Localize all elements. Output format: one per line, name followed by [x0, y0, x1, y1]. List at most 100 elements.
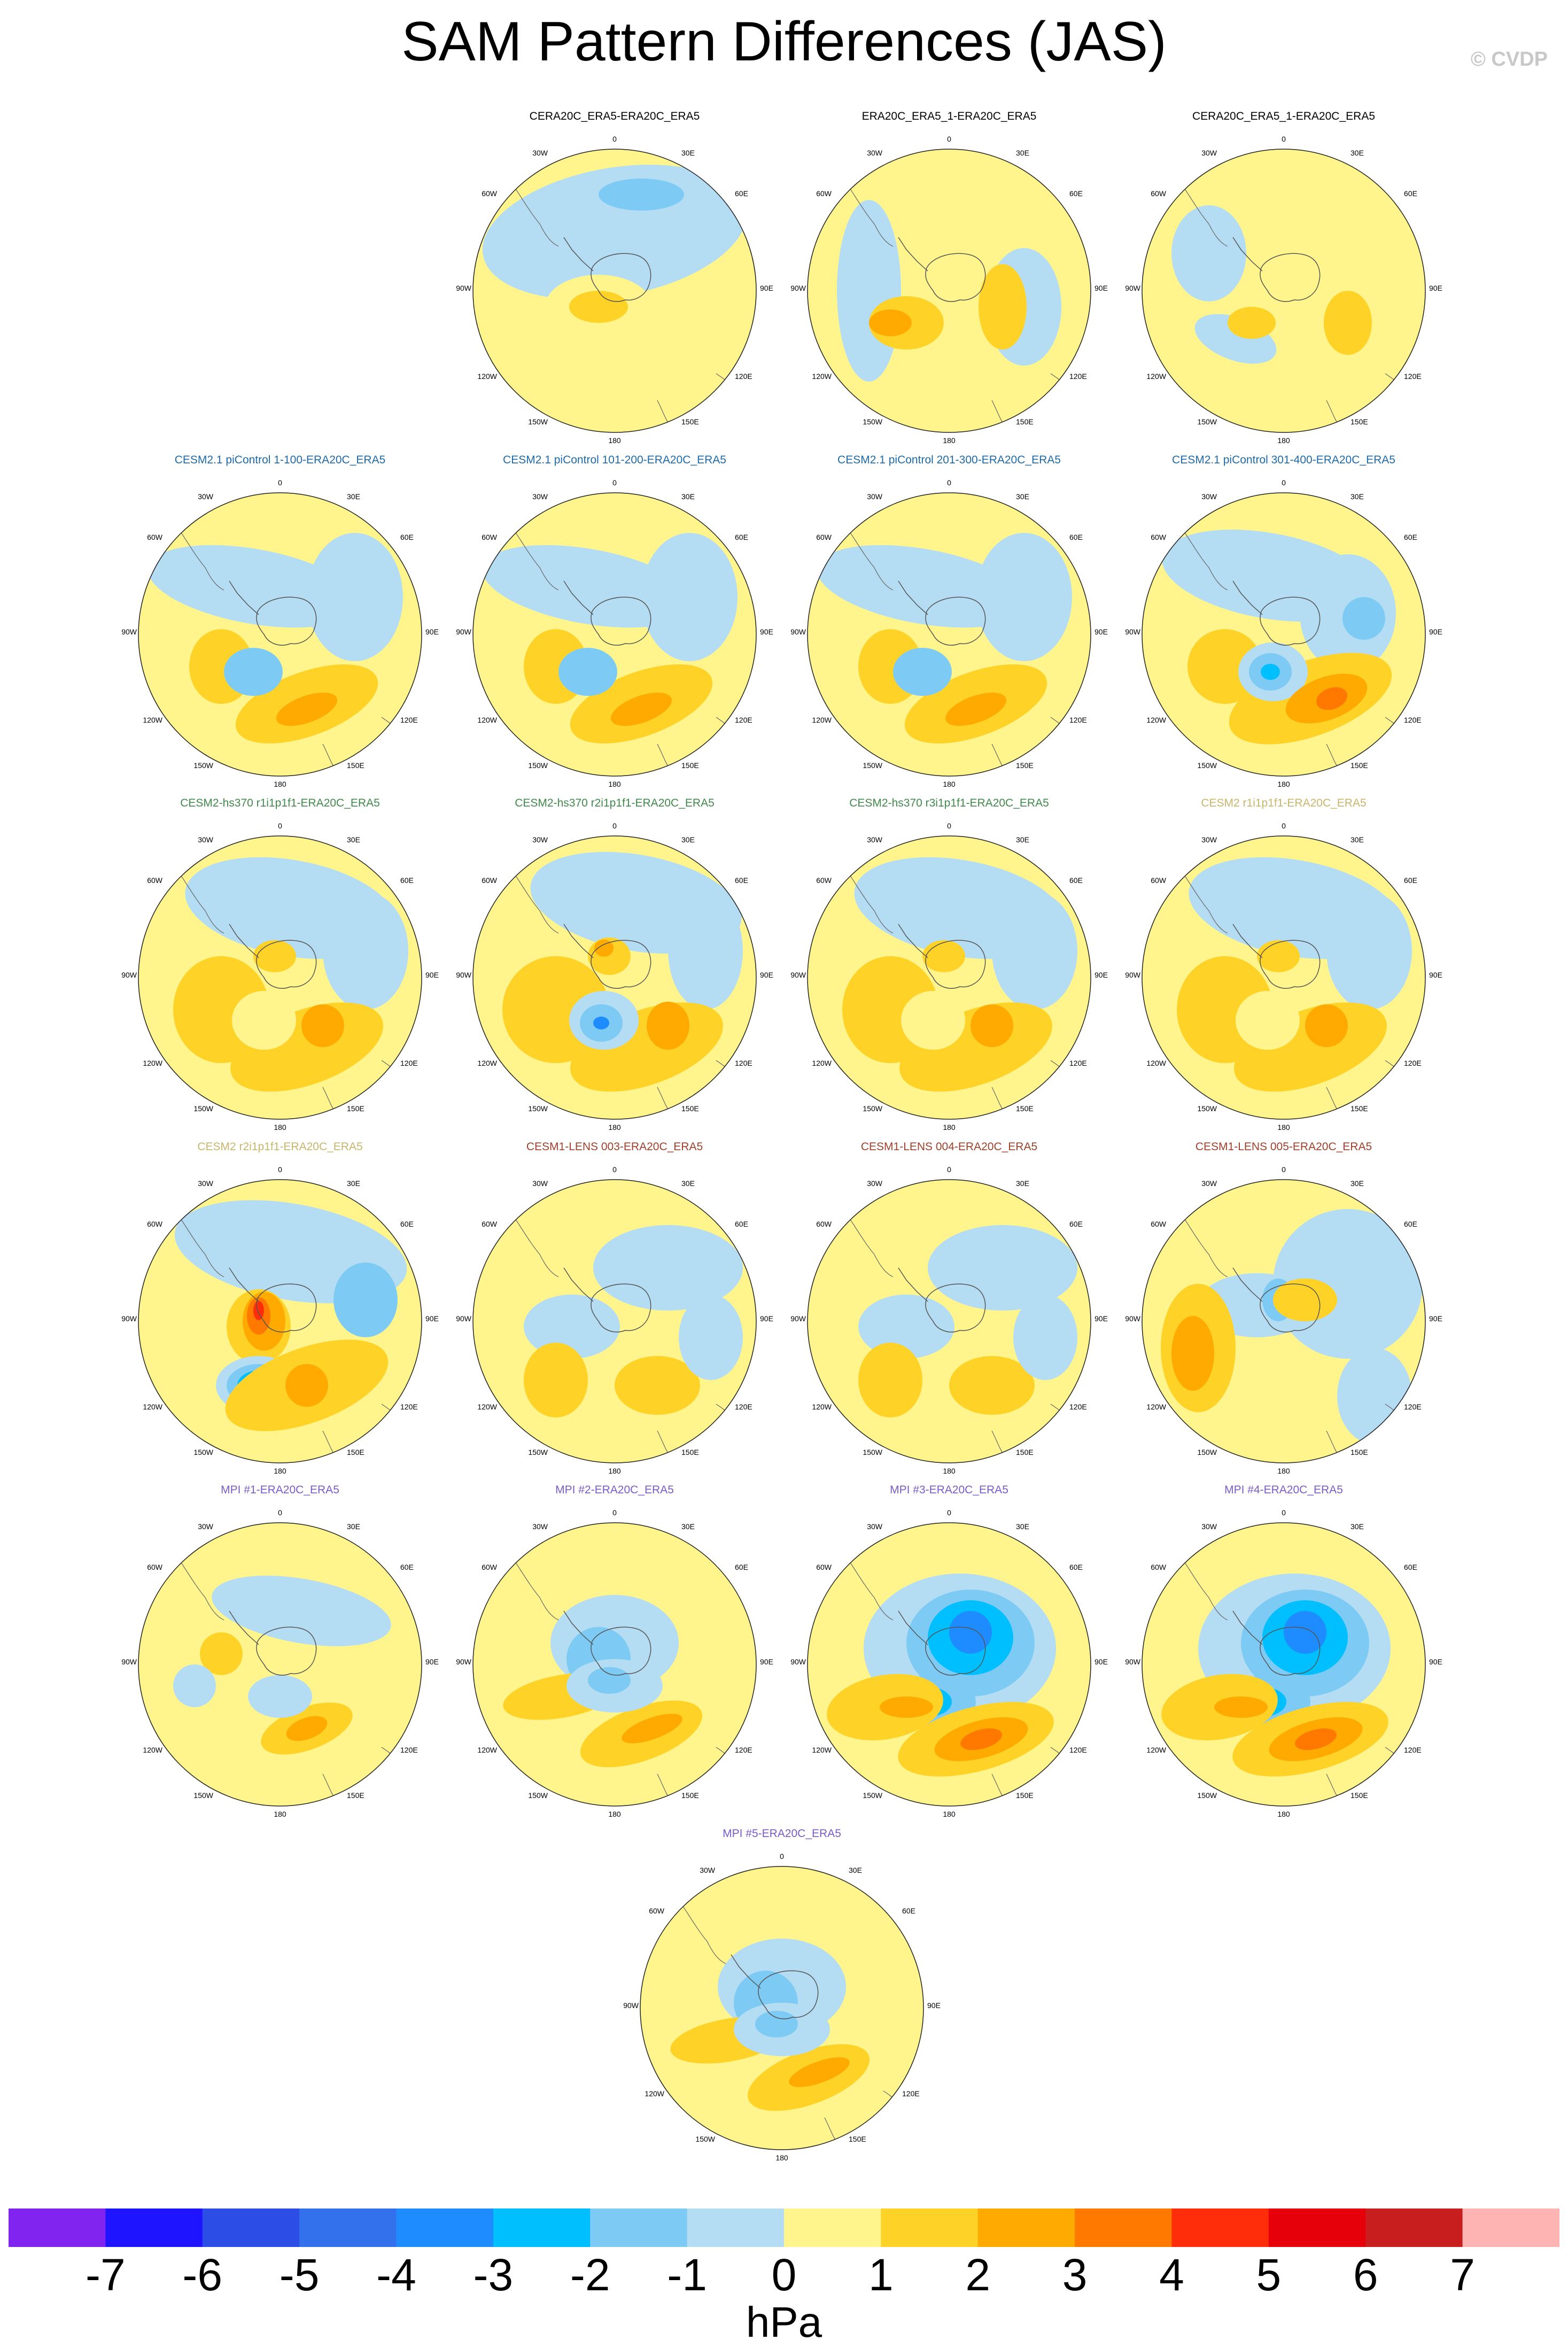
longitude-label: 120E — [1069, 1746, 1087, 1754]
map-panel: ERA20C_ERA5_1-ERA20C_ERA5 0 30E 60E 90E 120E 1… — [790, 110, 1108, 452]
contour-region — [1171, 1316, 1214, 1391]
longitude-label: 60W — [147, 533, 163, 541]
colorbar-tick-label: -6 — [182, 2250, 223, 2300]
longitude-label: 30W — [867, 1179, 883, 1188]
longitude-label: 90W — [121, 1314, 137, 1323]
longitude-label: 150E — [1350, 1104, 1368, 1113]
polar-map: 0 30E 60E 90E 120E 150E 180 150W 120W 90W 60W 30W — [456, 1165, 773, 1475]
contour-region — [1214, 1696, 1268, 1718]
longitude-label: 60E — [735, 1220, 748, 1228]
panel-title: CESM2 r1i1p1f1-ERA20C_ERA5 — [1201, 797, 1367, 809]
contour-region — [755, 2011, 798, 2037]
longitude-label: 120W — [812, 1746, 832, 1754]
antarctica-coastline — [229, 580, 317, 646]
contour-region — [979, 264, 1027, 350]
longitude-label: 120E — [735, 1402, 752, 1411]
map-panel: CESM1-LENS 003-ERA20C_ERA5 0 30E 60E 90E 120E… — [456, 1140, 773, 1482]
longitude-label: 90W — [456, 1657, 472, 1666]
longitude-label: 120W — [812, 1059, 832, 1067]
longitude-label: 120E — [400, 716, 418, 724]
colorbar-swatch — [1171, 2208, 1269, 2247]
antarctica-coastline — [563, 1267, 651, 1332]
longitude-label: 0 — [947, 135, 951, 143]
longitude-label: 30E — [1350, 149, 1364, 157]
contour-region — [333, 1262, 398, 1337]
longitude-label: 60W — [816, 876, 832, 885]
map-boundary — [807, 492, 1091, 777]
contour-region — [286, 1716, 328, 1741]
map-boundary — [138, 835, 422, 1120]
longitude-label: 60W — [1151, 876, 1167, 885]
longitude-label: 90W — [121, 627, 137, 636]
contour-region — [1013, 1295, 1077, 1380]
longitude-label: 30W — [532, 1522, 548, 1531]
longitude-label: 30E — [1016, 149, 1029, 157]
longitude-label: 90E — [1095, 971, 1108, 979]
longitude-label: 120W — [812, 1402, 832, 1411]
longitude-label: 180 — [775, 2153, 788, 2162]
map-panel: CESM2.1 piControl 1-100-ERA20C_ERA5 0 30E 6… — [121, 453, 439, 795]
contour-region — [148, 545, 359, 628]
contour-region — [1257, 940, 1300, 972]
longitude-label: 180 — [943, 780, 956, 788]
longitude-label: 90E — [1095, 1657, 1108, 1666]
longitude-label: 30E — [849, 1866, 862, 1874]
colorbar-tick-label: -7 — [86, 2250, 126, 2300]
longitude-label: 60W — [1151, 1563, 1167, 1571]
polar-map: 0 30E 60E 90E 120E 150E 180 150W 120W 90W 60W 30W — [456, 478, 773, 788]
panel-title: CESM2.1 piControl 301-400-ERA20C_ERA5 — [1172, 454, 1395, 466]
longitude-label: 60E — [1069, 533, 1083, 541]
longitude-label: 120W — [1146, 716, 1166, 724]
longitude-label: 150E — [347, 1104, 364, 1113]
contour-region — [992, 892, 1077, 1010]
colorbar-tick-label: -5 — [279, 2250, 320, 2300]
longitude-label: 60W — [482, 189, 498, 198]
contour-region — [971, 1004, 1013, 1047]
colorbar-swatch — [977, 2208, 1075, 2247]
longitude-label: 0 — [947, 1508, 951, 1517]
contour-region — [928, 1225, 1077, 1311]
contour-region — [593, 1017, 609, 1029]
contour-region — [524, 1343, 588, 1417]
colorbar-tick-label: 6 — [1353, 2250, 1378, 2300]
colorbar-unit: hPa — [746, 2298, 822, 2346]
contour-region — [248, 1675, 312, 1718]
longitude-label: 30W — [532, 492, 548, 501]
colorbar-tick-label: -4 — [376, 2250, 416, 2300]
longitude-label: 30E — [1016, 1522, 1029, 1531]
contour-region — [599, 179, 684, 211]
longitude-label: 90E — [760, 284, 773, 292]
contour-region — [949, 1611, 992, 1654]
contour-region — [901, 991, 965, 1050]
longitude-label: 120W — [1146, 1402, 1166, 1411]
longitude-label: 0 — [612, 135, 617, 143]
longitude-label: 0 — [780, 1852, 784, 1861]
longitude-label: 60E — [735, 533, 748, 541]
longitude-label: 150E — [849, 2135, 866, 2143]
contour-region — [482, 545, 694, 628]
contour-region — [212, 1575, 391, 1647]
longitude-label: 150E — [1016, 1448, 1034, 1456]
colorbar-swatch — [1268, 2208, 1366, 2247]
longitude-label: 90W — [790, 971, 806, 979]
longitude-label: 120E — [1404, 372, 1422, 381]
antarctica-coastline — [1232, 1267, 1321, 1332]
colorbar — [9, 2208, 1559, 2247]
longitude-label: 60W — [816, 1220, 832, 1228]
longitude-label: 30W — [1201, 1179, 1217, 1188]
polar-map: 0 30E 60E 90E 120E 150E 180 150W 120W 90W 60W 30W — [1125, 822, 1442, 1132]
polar-map: 0 30E 60E 90E 120E 150E 180 150W 120W 90W 60W 30W — [1125, 478, 1442, 788]
longitude-label: 150E — [1016, 417, 1034, 426]
contour-region — [1273, 1278, 1337, 1321]
contour-region — [1273, 1209, 1423, 1359]
longitude-label: 150W — [1197, 761, 1217, 770]
contour-region — [976, 533, 1072, 661]
contour-region — [679, 1295, 743, 1380]
antarctica-coastline — [563, 580, 651, 646]
contour-region — [307, 533, 403, 661]
longitude-label: 90E — [1429, 284, 1442, 292]
longitude-label: 90E — [1429, 1657, 1442, 1666]
longitude-label: 150E — [681, 417, 699, 426]
contour-region — [1228, 307, 1276, 339]
longitude-label: 90E — [425, 1314, 439, 1323]
